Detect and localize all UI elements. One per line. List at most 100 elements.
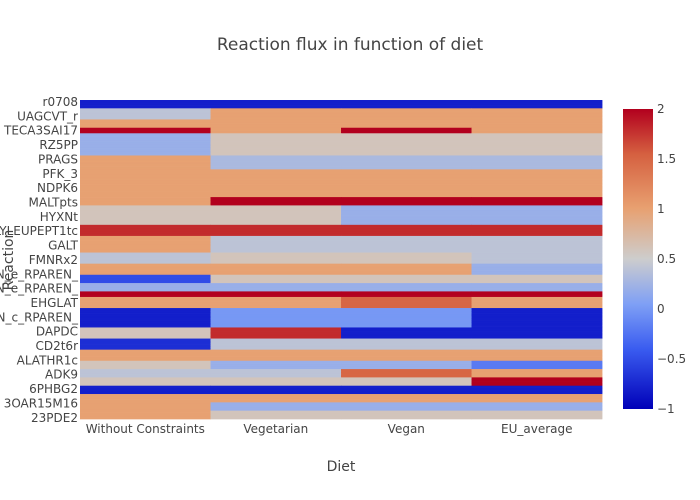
- heatmap-cell[interactable]: [471, 409, 603, 412]
- heatmap-cell[interactable]: [471, 337, 603, 339]
- heatmap-cell[interactable]: [471, 219, 603, 222]
- heatmap-cell[interactable]: [341, 334, 472, 337]
- heatmap-cell[interactable]: [471, 317, 603, 320]
- heatmap-cell[interactable]: [210, 277, 342, 280]
- heatmap-cell[interactable]: [341, 319, 472, 321]
- heatmap-cell[interactable]: [210, 233, 342, 235]
- heatmap-cell[interactable]: [341, 273, 472, 276]
- heatmap-cell[interactable]: [341, 134, 472, 137]
- heatmap-cell[interactable]: [471, 298, 603, 301]
- heatmap-cell[interactable]: [210, 177, 342, 180]
- heatmap-cell[interactable]: [471, 209, 603, 212]
- heatmap-cell[interactable]: [471, 118, 603, 120]
- heatmap-cell[interactable]: [471, 310, 603, 313]
- heatmap-cell[interactable]: [341, 199, 472, 202]
- heatmap-cell[interactable]: [471, 170, 603, 173]
- heatmap-cell[interactable]: [80, 273, 211, 276]
- heatmap-cell[interactable]: [471, 111, 603, 113]
- heatmap-cell[interactable]: [210, 287, 342, 289]
- heatmap-cell[interactable]: [80, 140, 211, 142]
- heatmap-cell[interactable]: [471, 252, 603, 255]
- heatmap-cell[interactable]: [341, 244, 472, 246]
- heatmap-cell[interactable]: [80, 283, 211, 285]
- heatmap-cell[interactable]: [210, 355, 342, 357]
- heatmap-cell[interactable]: [210, 400, 342, 403]
- heatmap-cell[interactable]: [210, 366, 342, 369]
- heatmap-cell[interactable]: [471, 127, 603, 130]
- heatmap-cell[interactable]: [341, 370, 472, 373]
- heatmap-cell[interactable]: [210, 188, 342, 191]
- heatmap-cell[interactable]: [210, 220, 342, 223]
- heatmap-cell[interactable]: [210, 140, 342, 142]
- heatmap-cell[interactable]: [210, 113, 342, 116]
- heatmap-cell[interactable]: [471, 374, 603, 377]
- heatmap-cell[interactable]: [471, 208, 603, 210]
- heatmap-cell[interactable]: [471, 217, 603, 220]
- heatmap-cell[interactable]: [80, 310, 211, 313]
- heatmap-cell[interactable]: [80, 367, 211, 370]
- heatmap-cell[interactable]: [341, 278, 472, 281]
- heatmap-cell[interactable]: [471, 163, 603, 166]
- heatmap-cell[interactable]: [210, 165, 342, 167]
- heatmap-cell[interactable]: [210, 342, 342, 345]
- heatmap-cell[interactable]: [80, 144, 211, 147]
- heatmap-cell[interactable]: [341, 405, 472, 407]
- heatmap-cell[interactable]: [341, 378, 472, 381]
- heatmap-cell[interactable]: [210, 222, 342, 224]
- heatmap-cell[interactable]: [341, 400, 472, 403]
- heatmap-cell[interactable]: [80, 162, 211, 165]
- heatmap-cell[interactable]: [80, 206, 211, 209]
- heatmap-cell[interactable]: [210, 144, 342, 147]
- heatmap-cell[interactable]: [210, 248, 342, 251]
- heatmap-cell[interactable]: [210, 213, 342, 216]
- heatmap-cell[interactable]: [80, 334, 211, 337]
- heatmap-cell[interactable]: [471, 249, 603, 252]
- heatmap-cell[interactable]: [210, 124, 342, 127]
- heatmap-cell[interactable]: [210, 145, 342, 148]
- heatmap-cell[interactable]: [210, 409, 342, 412]
- heatmap-cell[interactable]: [210, 380, 342, 382]
- heatmap-cell[interactable]: [341, 339, 472, 342]
- heatmap-cell[interactable]: [210, 118, 342, 120]
- heatmap-cell[interactable]: [210, 253, 342, 256]
- heatmap-cell[interactable]: [80, 233, 211, 235]
- heatmap-cell[interactable]: [80, 212, 211, 215]
- heatmap-cell[interactable]: [471, 187, 603, 190]
- heatmap-cell[interactable]: [341, 120, 472, 123]
- heatmap-cell[interactable]: [471, 273, 603, 276]
- heatmap-cell[interactable]: [210, 119, 342, 122]
- heatmap-cell[interactable]: [341, 327, 472, 330]
- heatmap-cell[interactable]: [341, 191, 472, 194]
- heatmap-cell[interactable]: [341, 303, 472, 306]
- heatmap-cell[interactable]: [471, 212, 603, 215]
- heatmap-cell[interactable]: [80, 148, 211, 151]
- heatmap-cell[interactable]: [80, 377, 211, 380]
- heatmap-cell[interactable]: [210, 202, 342, 205]
- heatmap-cell[interactable]: [80, 299, 211, 302]
- heatmap-cell[interactable]: [341, 140, 472, 142]
- heatmap-cell[interactable]: [210, 291, 342, 294]
- heatmap-cell[interactable]: [80, 357, 211, 360]
- heatmap-cell[interactable]: [80, 205, 211, 208]
- heatmap-cell[interactable]: [341, 314, 472, 317]
- heatmap-cell[interactable]: [341, 222, 472, 224]
- heatmap-cell[interactable]: [80, 417, 211, 420]
- heatmap-cell[interactable]: [80, 192, 211, 195]
- heatmap-cell[interactable]: [80, 209, 211, 212]
- heatmap-cell[interactable]: [210, 335, 342, 338]
- heatmap-cell[interactable]: [341, 313, 472, 316]
- heatmap-cell[interactable]: [210, 255, 342, 258]
- heatmap-cell[interactable]: [80, 167, 211, 170]
- heatmap-cell[interactable]: [471, 122, 603, 124]
- heatmap-cell[interactable]: [210, 327, 342, 330]
- heatmap-cell[interactable]: [80, 238, 211, 241]
- heatmap-cell[interactable]: [210, 324, 342, 327]
- heatmap-cell[interactable]: [210, 184, 342, 187]
- heatmap-cell[interactable]: [210, 129, 342, 131]
- heatmap-cell[interactable]: [80, 256, 211, 259]
- heatmap-cell[interactable]: [471, 277, 603, 280]
- heatmap-cell[interactable]: [341, 323, 472, 326]
- heatmap-cell[interactable]: [341, 349, 472, 352]
- heatmap-cell[interactable]: [80, 190, 211, 192]
- heatmap-cell[interactable]: [210, 281, 342, 284]
